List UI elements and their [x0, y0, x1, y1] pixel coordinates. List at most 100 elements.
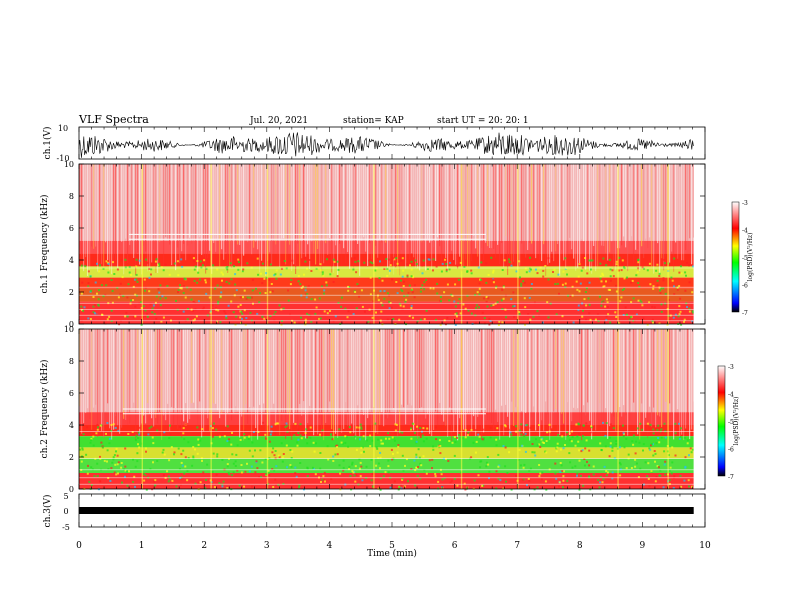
spectrogram-speckle	[239, 296, 242, 299]
spectrogram-speckle	[650, 443, 653, 445]
spectrogram-speckle	[284, 426, 287, 428]
spectrogram-speckle	[382, 442, 384, 445]
spectrogram-speckle	[663, 422, 666, 425]
spectrogram-speckle	[304, 318, 307, 321]
spectrogram-speckle	[377, 462, 380, 465]
spectrogram-speckle	[322, 475, 325, 478]
spectrogram-speckle	[588, 281, 591, 284]
spectrogram-speckle	[388, 300, 391, 303]
spectrogram-speckle	[285, 444, 288, 447]
spectrogram-speckle	[333, 260, 336, 263]
spectrogram-speckle	[599, 262, 602, 265]
spectrogram-speckle	[162, 448, 165, 451]
spectrogram-streak	[185, 329, 187, 404]
spectrogram-speckle	[440, 300, 442, 303]
spectrogram-speckle	[245, 317, 248, 319]
spectrogram-streak	[571, 329, 573, 422]
spectrogram-streak	[159, 164, 161, 242]
spectrogram-streak	[393, 329, 395, 409]
spectrogram-speckle	[323, 471, 326, 474]
spectrogram-speckle	[557, 434, 560, 436]
spectrogram-speckle	[446, 283, 449, 286]
spectrogram-speckle	[662, 486, 665, 489]
spectrogram-speckle	[609, 423, 612, 426]
spectrogram-speckle	[355, 271, 358, 274]
spectrogram-streak	[493, 164, 495, 249]
spectrogram-speckle	[296, 444, 299, 447]
spectrogram-streak	[553, 164, 555, 262]
spectrogram-speckle	[228, 441, 231, 444]
spectrogram-speckle	[535, 438, 537, 441]
spectrogram-speckle	[83, 306, 86, 309]
spectrogram-speckle	[376, 447, 379, 450]
spectrogram-speckle	[432, 445, 435, 448]
spectrogram-speckle	[312, 441, 315, 444]
spectrogram-streak	[383, 164, 385, 254]
spectrogram-speckle	[642, 443, 645, 446]
spectrogram-speckle	[617, 269, 620, 272]
spectrogram-streak	[155, 329, 157, 418]
spectrogram-streak	[89, 329, 91, 419]
spectrogram-streak	[429, 164, 431, 243]
spectrogram-speckle	[485, 262, 488, 265]
spectrogram-streak	[91, 164, 93, 247]
spectrogram-speckle	[323, 289, 326, 292]
spectrogram-speckle	[249, 311, 252, 314]
spectrogram-speckle	[87, 464, 89, 467]
spectrogram-speckle	[168, 478, 171, 481]
spectrogram-speckle	[655, 476, 658, 478]
spectrogram-speckle	[293, 321, 296, 324]
spectrogram-speckle	[625, 467, 628, 470]
spectrogram-speckle	[607, 305, 609, 308]
spectrogram-streak	[283, 329, 285, 414]
ch2-colorbar: log(PSD)(V²/Hz) -3-4-5-6-7	[717, 364, 740, 481]
spectrogram-speckle	[578, 423, 581, 426]
spectrogram-speckle	[547, 278, 550, 281]
spectrogram-speckle	[443, 477, 446, 480]
spectrogram-streak	[101, 164, 103, 265]
spectrogram-speckle	[413, 296, 416, 299]
spectrogram-speckle	[551, 258, 553, 261]
spectrogram-speckle	[435, 318, 437, 321]
spectrogram-streak	[111, 164, 113, 275]
spectrogram-streak	[183, 164, 185, 244]
spectrogram-streak	[507, 164, 509, 276]
spectrogram-speckle	[271, 468, 274, 471]
spectrogram-streak	[501, 164, 503, 244]
spectrogram-speckle	[440, 270, 443, 273]
spectrogram-speckle	[143, 278, 146, 281]
spectrogram-speckle	[689, 447, 692, 450]
spectrogram-speckle	[644, 461, 647, 464]
spectrogram-speckle	[126, 470, 129, 473]
spectrogram-speckle	[305, 296, 308, 299]
ytick-label: 2	[69, 288, 74, 297]
spectrogram-speckle	[432, 448, 435, 451]
spectrogram-speckle	[268, 261, 271, 264]
spectrogram-speckle	[651, 305, 654, 308]
spectrogram-speckle	[285, 422, 288, 425]
spectrogram-streak	[643, 329, 645, 432]
spectrogram-streak	[627, 329, 629, 436]
spectrogram-speckle	[538, 443, 541, 446]
spectrogram-speckle	[251, 289, 254, 292]
spectrogram-speckle	[239, 304, 242, 306]
spectrogram-speckle	[173, 262, 176, 265]
spectrogram-speckle	[575, 423, 578, 426]
spectrogram-speckle	[386, 292, 389, 295]
spectrogram-streak	[611, 164, 613, 242]
spectrogram-speckle	[90, 466, 93, 469]
spectrogram-speckle	[360, 451, 363, 454]
spectrogram-speckle	[658, 320, 661, 323]
spectrogram-speckle	[505, 316, 507, 319]
spectrogram-speckle	[136, 460, 139, 463]
spectrogram-spike	[373, 164, 375, 324]
spectrogram-speckle	[226, 465, 229, 468]
spectrogram-speckle	[248, 435, 251, 438]
colorbar-tick-label: -6	[742, 283, 748, 290]
spectrogram-streak	[135, 164, 137, 276]
spectrogram-streak	[151, 164, 153, 263]
spectrogram-streak	[541, 164, 543, 261]
spectrogram-speckle	[103, 459, 106, 462]
spectrogram-streak	[275, 164, 277, 245]
spectrogram-streak	[367, 329, 369, 419]
